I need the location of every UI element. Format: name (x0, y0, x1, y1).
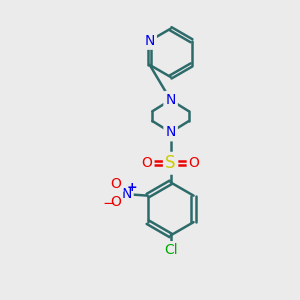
Text: N: N (145, 34, 155, 48)
Text: S: S (165, 154, 176, 172)
Text: −: − (102, 196, 115, 211)
Text: N: N (165, 93, 176, 107)
Text: +: + (126, 181, 137, 194)
Text: O: O (142, 156, 152, 170)
Text: Cl: Cl (164, 243, 177, 257)
Text: N: N (165, 125, 176, 139)
Text: O: O (110, 195, 121, 209)
Text: O: O (111, 177, 122, 191)
Text: N: N (121, 187, 132, 201)
Text: O: O (189, 156, 200, 170)
